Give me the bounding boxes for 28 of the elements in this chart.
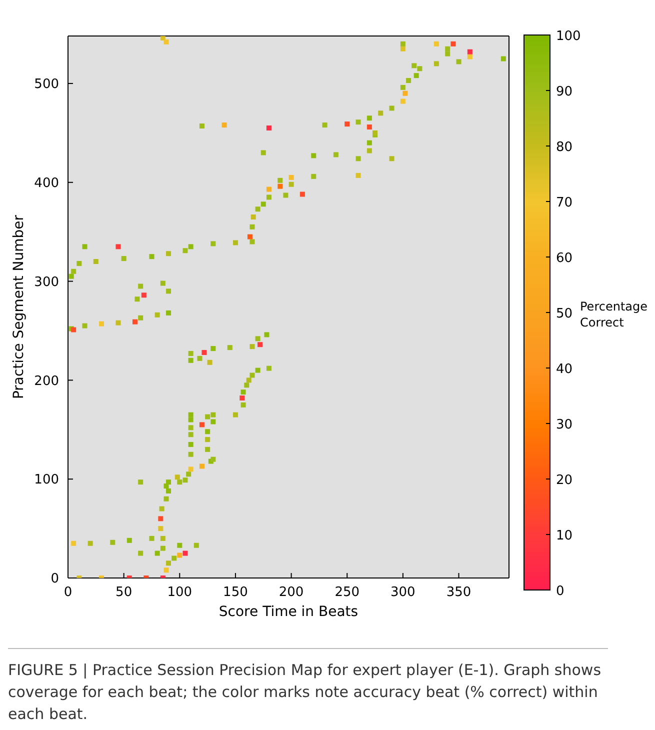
x-tick-label: 300 [390,585,416,600]
y-tick-label: 500 [34,77,59,92]
x-tick-label: 50 [116,585,132,600]
y-axis-title: Practice Segment Number [10,214,27,400]
x-tick-label: 150 [223,585,248,600]
y-tick-label: 200 [34,374,59,389]
color-bar-label: 80 [556,140,573,155]
color-bar-label: 100 [556,29,581,44]
color-bar-label: 60 [556,251,573,266]
y-tick-label: 300 [34,274,59,290]
x-tick-label: 350 [446,585,472,600]
y-tick-label: 400 [34,176,59,191]
x-tick-label: 250 [334,585,360,600]
x-tick-label: 200 [278,585,304,600]
color-bar-title: Percentage Correct [580,300,648,330]
y-tick-label: 100 [34,472,59,488]
color-bar-label: 40 [556,362,573,377]
color-bar-label: 50 [556,306,573,322]
color-bar-label: 30 [556,418,573,432]
color-bar-label: 20 [556,473,573,488]
color-bar-label: 90 [556,84,573,100]
x-axis-title: Score Time in Beats [218,604,358,620]
x-tick-label: 100 [167,585,192,600]
color-bar-label: 10 [556,528,573,544]
y-tick-label: 0 [50,572,59,587]
caption: FIGURE 5 | Practice Session Precision Map for expert player (E-1). Graph shows coverage for each beat; the color marks note accuracy beat (% correct) within each beat. [8,648,608,725]
color-bar-label: 70 [556,196,573,210]
x-tick-label: 0 [64,585,72,600]
